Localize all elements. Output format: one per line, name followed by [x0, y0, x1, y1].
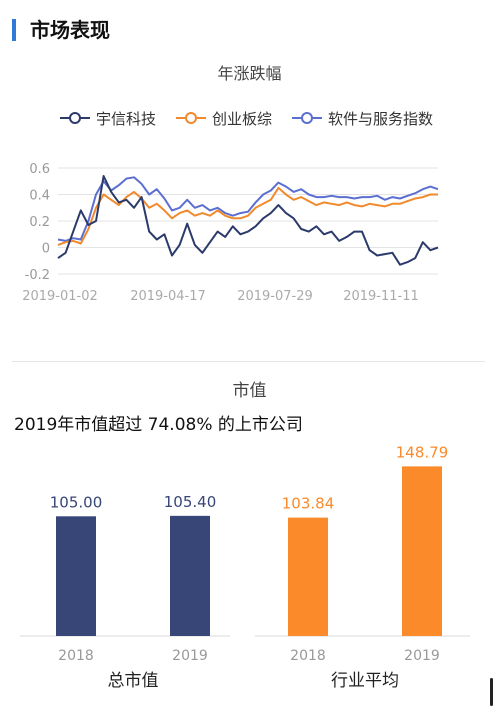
- line-chart-legend: 宇信科技 创业板综 软件与服务指数: [0, 106, 499, 130]
- bar-category-label: 2018: [290, 648, 326, 664]
- y-tick-label: 0.4: [29, 189, 50, 204]
- x-tick-label: 2019-01-02: [22, 289, 98, 304]
- x-tick-label: 2019-11-11: [343, 289, 419, 304]
- y-tick-label: -0.2: [25, 268, 50, 283]
- legend-item-software[interactable]: 软件与服务指数: [292, 106, 433, 130]
- line-chart: 0.6 0.4 0.2 0 -0.2 2019-01-02 2019-04-17 2019-0…: [22, 162, 439, 304]
- section-accent-bar: [12, 19, 16, 41]
- bar-value-label: 148.79: [396, 443, 449, 461]
- bar-value-label: 105.00: [50, 493, 103, 511]
- legend-marker-software: [292, 112, 322, 124]
- market-value-subtitle: 2019年市值超过 74.08% 的上市公司: [14, 415, 303, 435]
- line-chart-title: 年涨跌幅: [217, 64, 282, 83]
- bar-1-0: [288, 517, 328, 636]
- bar-0-1: [170, 515, 210, 636]
- series-line-software: [57, 176, 439, 242]
- legend-label-software: 软件与服务指数: [328, 109, 434, 128]
- legend-item-chuangye[interactable]: 创业板综: [176, 106, 272, 130]
- legend-marker-yuxin: [60, 112, 90, 124]
- section-title: 市场表现: [30, 18, 110, 42]
- bar-value-label: 105.40: [164, 493, 217, 511]
- legend-marker-chuangye: [176, 112, 206, 124]
- x-tick-label: 2019-07-29: [237, 289, 313, 304]
- bar-category-label: 2019: [172, 648, 208, 664]
- bar-value-label: 103.84: [282, 495, 335, 513]
- bar-1-1: [402, 466, 442, 636]
- x-tick-label: 2019-04-17: [130, 289, 206, 304]
- scrollbar-thumb[interactable]: [490, 678, 493, 706]
- legend-label-yuxin: 宇信科技: [96, 109, 157, 128]
- bar-category-label: 2019: [404, 648, 440, 664]
- bar-category-label: 2018: [58, 648, 94, 664]
- bar-chart: 105.00 2018 105.40 2019 总市值 103.84 2018 148.79 2…: [20, 443, 470, 691]
- bar-0-0: [56, 516, 96, 636]
- bar-group-label: 行业平均: [331, 671, 399, 691]
- legend-item-yuxin[interactable]: 宇信科技: [60, 106, 156, 130]
- section-divider: [12, 361, 485, 362]
- y-tick-label: 0.2: [29, 215, 50, 230]
- market-value-title: 市值: [232, 381, 267, 401]
- legend-label-chuangye: 创业板综: [212, 109, 273, 128]
- y-tick-label: 0.6: [29, 162, 50, 177]
- bar-group-label: 总市值: [108, 671, 159, 691]
- y-tick-label: 0: [42, 242, 50, 257]
- series-line-yuxin: [57, 175, 439, 266]
